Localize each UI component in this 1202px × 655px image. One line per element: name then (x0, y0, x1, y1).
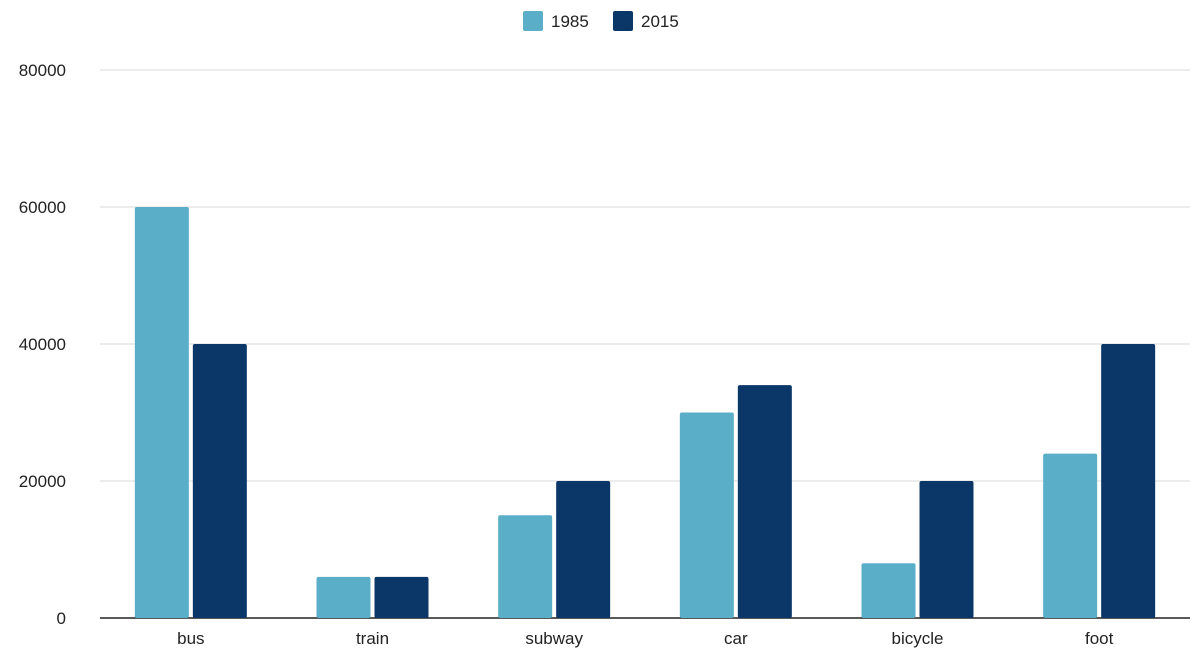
x-category-label: car (724, 629, 748, 648)
x-category-label: bicycle (892, 629, 944, 648)
x-category-label: train (356, 629, 389, 648)
legend-swatch-2015 (613, 11, 633, 31)
legend-swatch-1985 (523, 11, 543, 31)
bar-train-2015 (374, 576, 429, 618)
bar-bus-2015 (192, 344, 247, 618)
bar-foot-2015 (1101, 344, 1156, 618)
x-category-label: foot (1085, 629, 1114, 648)
x-category-label: subway (525, 629, 583, 648)
bar-train-1985 (316, 576, 371, 618)
y-tick-label: 20000 (19, 472, 66, 491)
bar-car-1985 (679, 412, 734, 618)
y-axis-ticks: 0 20000 40000 60000 80000 (19, 61, 66, 628)
legend-label: 2015 (641, 12, 679, 31)
bar-subway-1985 (498, 515, 553, 618)
bar-bus-1985 (134, 207, 189, 618)
gridlines (100, 69, 1190, 619)
legend: 1985 2015 (523, 11, 679, 31)
bars (134, 207, 1156, 618)
bar-foot-1985 (1043, 453, 1098, 618)
bar-bicycle-1985 (861, 563, 916, 618)
y-tick-label: 60000 (19, 198, 66, 217)
y-tick-label: 40000 (19, 335, 66, 354)
bar-car-2015 (737, 385, 792, 618)
x-category-label: bus (177, 629, 204, 648)
legend-label: 1985 (551, 12, 589, 31)
y-tick-label: 0 (57, 609, 66, 628)
y-tick-label: 80000 (19, 61, 66, 80)
x-axis-labels: bus train subway car bicycle foot (177, 629, 1113, 648)
bar-subway-2015 (556, 481, 611, 618)
bar-bicycle-2015 (919, 481, 974, 618)
